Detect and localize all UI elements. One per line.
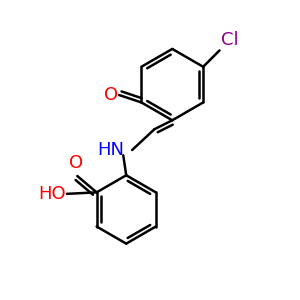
Text: HN: HN bbox=[98, 141, 125, 159]
Text: HO: HO bbox=[38, 185, 65, 203]
Text: Cl: Cl bbox=[221, 31, 238, 49]
Text: O: O bbox=[69, 154, 83, 172]
Text: O: O bbox=[103, 86, 118, 104]
